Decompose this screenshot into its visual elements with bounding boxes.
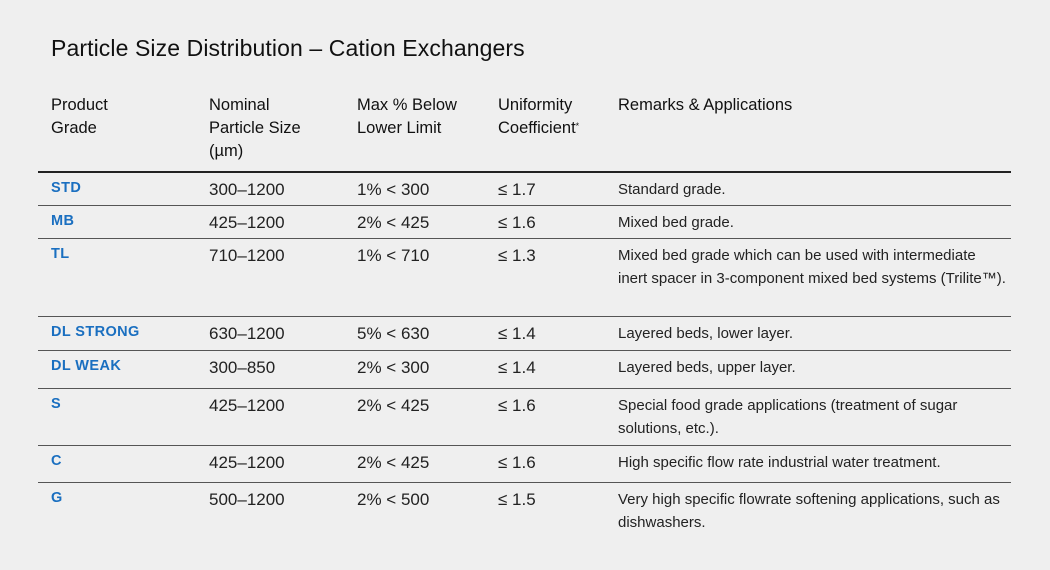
max-below-cell: 2% < 425	[357, 453, 430, 472]
remarks-cell: Very high specific flowrate softening ap…	[618, 491, 1000, 531]
grade-cell: MB	[51, 213, 75, 229]
max-below-cell: 2% < 425	[357, 396, 430, 415]
table-row: G 500–1200 2% < 500 ≤ 1.5 Very high specific…	[38, 483, 1011, 543]
grade-cell: C	[51, 453, 62, 469]
table-header: Product Grade Nominal Particle Size (µm)…	[38, 93, 1011, 173]
remarks-cell: Layered beds, upper layer.	[618, 359, 796, 376]
max-below-cell: 2% < 300	[357, 358, 430, 377]
max-below-cell: 2% < 425	[357, 213, 430, 232]
remarks-cell: Special food grade applications (treatme…	[618, 397, 958, 437]
nominal-size-cell: 630–1200	[209, 324, 285, 343]
table-row: TL 710–1200 1% < 710 ≤ 1.3 Mixed bed grade w…	[38, 239, 1011, 317]
page-title: Particle Size Distribution – Cation Exch…	[51, 35, 525, 61]
remarks-cell: Standard grade.	[618, 181, 726, 198]
header-product-grade: Product Grade	[51, 96, 108, 137]
max-below-cell: 1% < 710	[357, 246, 430, 265]
header-uniformity-label: Uniformity Coefficient	[498, 96, 576, 137]
grade-cell: DL WEAK	[51, 358, 122, 374]
max-below-cell: 1% < 300	[357, 180, 430, 199]
nominal-size-cell: 300–850	[209, 358, 276, 377]
uniformity-cell: ≤ 1.6	[498, 213, 536, 232]
table-row: STD 300–1200 1% < 300 ≤ 1.7 Standard grade.	[38, 173, 1011, 206]
grade-cell: TL	[51, 246, 70, 262]
footnote-mark: *	[575, 121, 580, 131]
uniformity-cell: ≤ 1.4	[498, 358, 536, 377]
table-row: MB 425–1200 2% < 425 ≤ 1.6 Mixed bed grade.	[38, 206, 1011, 239]
table-row: DL STRONG 630–1200 5% < 630 ≤ 1.4 Layered be…	[38, 317, 1011, 351]
max-below-cell: 2% < 500	[357, 490, 430, 509]
grade-cell: G	[51, 490, 63, 506]
nominal-size-cell: 425–1200	[209, 213, 285, 232]
table-row: C 425–1200 2% < 425 ≤ 1.6 High specific flow…	[38, 446, 1011, 483]
uniformity-cell: ≤ 1.4	[498, 324, 536, 343]
header-nominal-particle-size: Nominal Particle Size (µm)	[209, 96, 301, 160]
nominal-size-cell: 425–1200	[209, 453, 285, 472]
remarks-cell: High specific flow rate industrial water…	[618, 454, 941, 471]
uniformity-cell: ≤ 1.6	[498, 453, 536, 472]
nominal-size-cell: 425–1200	[209, 396, 285, 415]
grade-cell: STD	[51, 180, 82, 196]
table-body: STD 300–1200 1% < 300 ≤ 1.7 Standard grade. M…	[38, 173, 1011, 543]
uniformity-cell: ≤ 1.7	[498, 180, 536, 199]
uniformity-cell: ≤ 1.6	[498, 396, 536, 415]
uniformity-cell: ≤ 1.3	[498, 246, 536, 265]
nominal-size-cell: 300–1200	[209, 180, 285, 199]
header-uniformity-coefficient: Uniformity Coefficient*	[498, 93, 618, 171]
remarks-cell: Mixed bed grade which can be used with i…	[618, 247, 1006, 287]
nominal-size-cell: 500–1200	[209, 490, 285, 509]
max-below-cell: 5% < 630	[357, 324, 430, 343]
table-row: DL WEAK 300–850 2% < 300 ≤ 1.4 Layered beds,…	[38, 351, 1011, 389]
table-row: S 425–1200 2% < 425 ≤ 1.6 Special food grade…	[38, 389, 1011, 446]
grade-cell: DL STRONG	[51, 324, 140, 340]
grade-cell: S	[51, 396, 62, 412]
particle-size-table: Product Grade Nominal Particle Size (µm)…	[38, 93, 1011, 543]
header-remarks: Remarks & Applications	[618, 96, 793, 114]
remarks-cell: Layered beds, lower layer.	[618, 325, 794, 342]
header-max-below-lower-limit: Max % Below Lower Limit	[357, 96, 457, 137]
remarks-cell: Mixed bed grade.	[618, 214, 734, 231]
nominal-size-cell: 710–1200	[209, 246, 285, 265]
uniformity-cell: ≤ 1.5	[498, 490, 536, 509]
